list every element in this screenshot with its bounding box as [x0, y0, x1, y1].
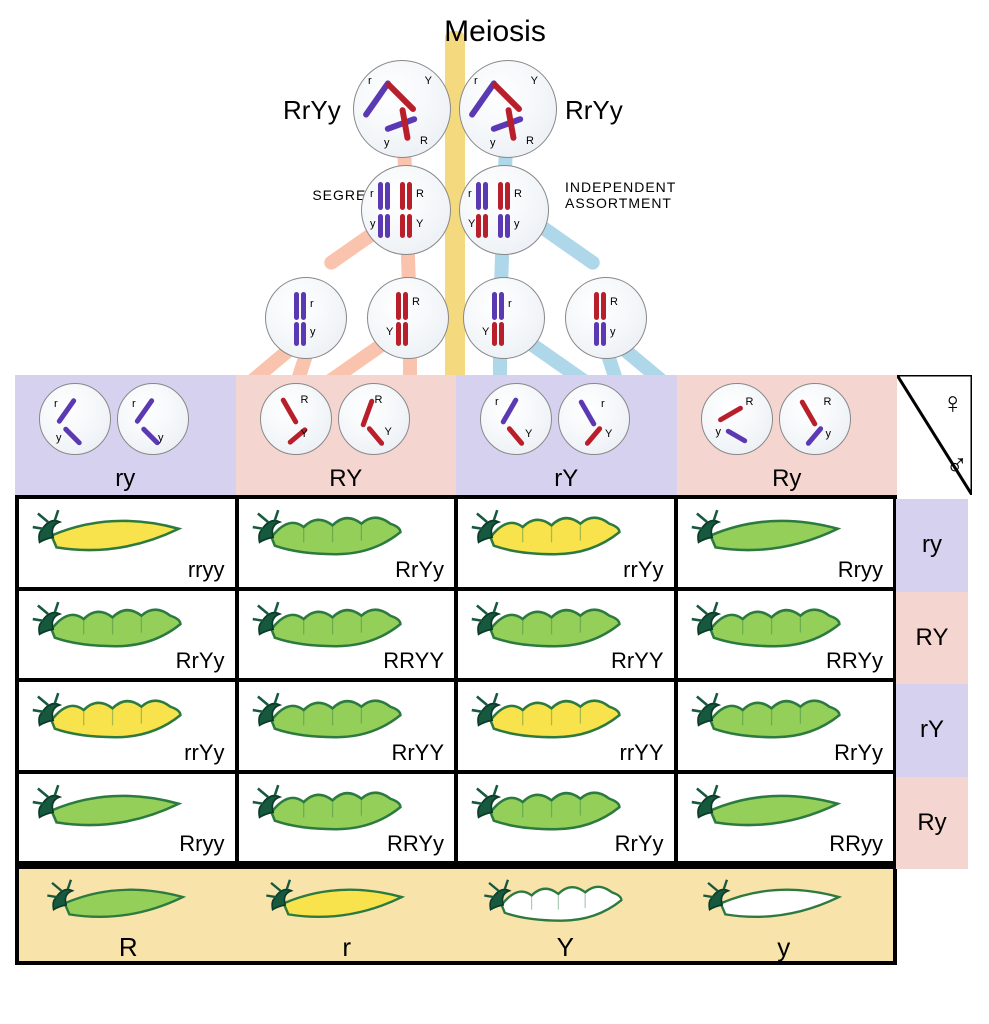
punnett-cell: rrYY [458, 682, 678, 770]
pea-pod-icon [39, 875, 199, 927]
punnett-cell: RRYy [239, 774, 459, 862]
pea-pod-icon [464, 780, 634, 836]
pea-pod-icon [464, 505, 634, 561]
punnett-row: rrYy RrYY rrYY RrYy [19, 682, 893, 774]
pea-pod-icon [245, 597, 415, 653]
genotype-label: rryy [188, 557, 225, 583]
legend-cell: r [238, 869, 457, 961]
punnett-cell: RRYy [678, 591, 894, 679]
div-cell-2: R Y [367, 277, 449, 359]
genotype-label: rrYy [184, 740, 224, 766]
genotype-label: Rryy [179, 831, 224, 857]
pea-pod-icon [476, 875, 636, 927]
legend-label: y [777, 932, 790, 963]
parent-label-right: RrYy [565, 95, 623, 126]
punnett-cell: RrYy [239, 499, 459, 587]
legend-row: R r Y y [19, 865, 893, 961]
side-column: ryRYrYRy [896, 499, 968, 869]
pea-pod-icon [245, 688, 415, 744]
punnett-row: RrYy RRYY RrYY RRYy [19, 591, 893, 683]
punnett-cell: Rryy [678, 499, 894, 587]
meta-cell-left: r R y Y [361, 165, 451, 255]
pea-pod-icon [684, 597, 854, 653]
title: Meiosis [444, 15, 546, 49]
punnett-cell: RrYy [458, 774, 678, 862]
punnett-cell: RRYY [239, 591, 459, 679]
genotype-label: RrYy [395, 557, 444, 583]
punnett-cell: rryy [19, 499, 239, 587]
pea-pod-icon [684, 688, 854, 744]
ia-label-2: ASSORTMENT [565, 195, 672, 211]
gamete-block-Ry: R y R y Ry [677, 375, 898, 495]
pea-pod-icon [245, 505, 415, 561]
pea-pod-icon [25, 597, 195, 653]
div-cell-1: r y [265, 277, 347, 359]
male-icon: ♂ [946, 449, 969, 483]
pea-pod-icon [684, 780, 854, 836]
meiosis-tree: Meiosis r Y y R RrYy r Y y R RrYy SEGREG… [15, 15, 975, 495]
side-row-label: Ry [896, 777, 968, 870]
parent-cell-right: r Y y R [459, 60, 557, 158]
pea-pod-icon [25, 780, 195, 836]
genotype-label: RRyy [829, 831, 883, 857]
legend-cell: R [19, 869, 238, 961]
genotype-label: rrYY [620, 740, 664, 766]
legend-cell: y [675, 869, 894, 961]
legend-label: Y [557, 932, 574, 963]
genotype-label: RRYy [387, 831, 444, 857]
legend-label: r [342, 932, 351, 963]
genotype-label: RrYy [615, 831, 664, 857]
pea-pod-icon [464, 597, 634, 653]
punnett-cell: Rryy [19, 774, 239, 862]
punnett-row: rryy RrYy rrYy Rryy [19, 499, 893, 591]
genotype-label: RrYY [391, 740, 444, 766]
genotype-label: RrYY [611, 648, 664, 674]
gamete-block-RY: R Y R Y RY [236, 375, 457, 495]
punnett-cell: RrYY [458, 591, 678, 679]
pea-pod-icon [684, 505, 854, 561]
side-row-label: rY [896, 684, 968, 777]
gamete-block-rY: r Y r Y rY [456, 375, 677, 495]
female-icon: ♀ [942, 387, 965, 421]
gamete-block-ry: r y r y ry [15, 375, 236, 495]
punnett-row: Rryy RRYy RrYy RRyy [19, 774, 893, 866]
side-row-label: RY [896, 592, 968, 685]
genotype-label: rrYy [623, 557, 663, 583]
pea-pod-icon [464, 688, 634, 744]
legend-cell: Y [456, 869, 675, 961]
genotype-label: RrYy [834, 740, 883, 766]
punnett-cell: rrYy [458, 499, 678, 587]
meta-cell-right: r R Y y [459, 165, 549, 255]
punnett-cell: RrYy [678, 682, 894, 770]
parent-label-left: RrYy [283, 95, 341, 126]
pea-pod-icon [25, 688, 195, 744]
ia-label-1: INDEPENDENT [565, 179, 676, 195]
genotype-label: Rryy [838, 557, 883, 583]
pea-pod-icon [245, 780, 415, 836]
div-cell-3: r Y [463, 277, 545, 359]
punnett-cell: RrYy [19, 591, 239, 679]
punnett-cell: RrYY [239, 682, 459, 770]
punnett-cell: RRyy [678, 774, 894, 862]
genotype-label: RRYy [826, 648, 883, 674]
genotype-label: RRYY [383, 648, 444, 674]
punnett-cell: rrYy [19, 682, 239, 770]
side-row-label: ry [896, 499, 968, 592]
legend-label: R [119, 932, 138, 963]
parent-cell-left: r Y y R [353, 60, 451, 158]
gender-corner: ♀ ♂ [897, 375, 972, 495]
div-cell-4: R y [565, 277, 647, 359]
gamete-row: r y r y ry R Y [15, 375, 897, 495]
punnett-square: rryy RrYy rrYy Rryy RrYy [15, 495, 897, 965]
pea-pod-icon [695, 875, 855, 927]
pea-pod-icon [25, 505, 195, 561]
genotype-label: RrYy [176, 648, 225, 674]
pea-pod-icon [258, 875, 418, 927]
